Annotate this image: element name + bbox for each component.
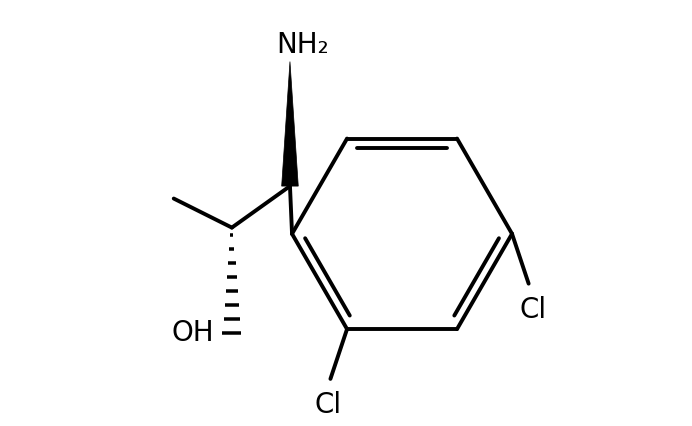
Text: OH: OH xyxy=(171,320,214,348)
Text: NH₂: NH₂ xyxy=(276,31,329,59)
Polygon shape xyxy=(282,62,298,186)
Text: Cl: Cl xyxy=(315,391,342,419)
Text: Cl: Cl xyxy=(519,296,547,324)
